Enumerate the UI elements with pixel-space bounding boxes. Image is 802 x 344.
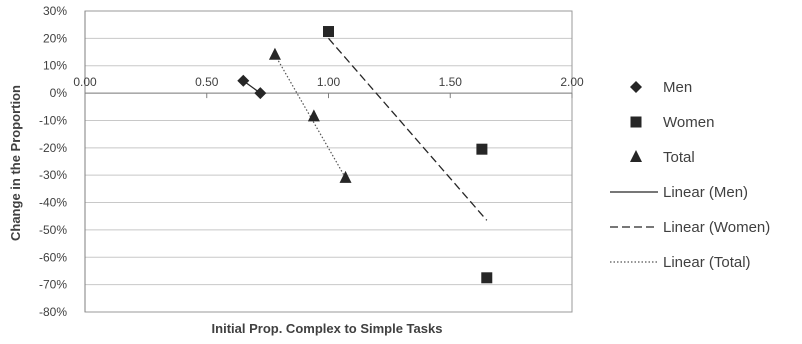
- men-point: [237, 74, 250, 87]
- legend-marker-men: [630, 81, 642, 93]
- legend-label-linear-women: Linear (Women): [663, 219, 770, 236]
- y-tick-label: 0%: [50, 86, 68, 100]
- legend-label-women: Women: [663, 114, 714, 131]
- y-tick-label: 20%: [43, 31, 67, 45]
- y-tick-label: 30%: [43, 4, 67, 18]
- y-tick-label: -70%: [39, 278, 67, 292]
- legend: Men Women Total Linear (Men) Linear (Women) L…: [610, 79, 770, 271]
- y-tick-label: -40%: [39, 196, 67, 210]
- data-points: [237, 26, 493, 284]
- x-tick-label: 1.50: [439, 75, 463, 89]
- women-point: [323, 26, 334, 38]
- x-tick-labels: 0.00 0.50 1.00 1.50 2.00: [73, 75, 584, 99]
- legend-label-linear-men: Linear (Men): [663, 184, 748, 201]
- gridlines: [85, 10, 572, 313]
- y-tick-label: -60%: [39, 250, 67, 264]
- women-point: [476, 143, 488, 155]
- total-point: [307, 109, 320, 122]
- x-tick-label: 0.50: [195, 75, 219, 89]
- legend-label-men: Men: [663, 79, 692, 96]
- legend-marker-total: [630, 150, 642, 162]
- men-point: [254, 87, 267, 100]
- legend-marker-women: [630, 116, 642, 128]
- x-tick-label: 1.00: [317, 75, 341, 89]
- x-axis-title: Initial Prop. Complex to Simple Tasks: [212, 321, 443, 336]
- y-tick-label: -30%: [39, 168, 67, 182]
- y-axis-title: Change in the Proportion: [8, 85, 23, 241]
- y-tick-label: 10%: [43, 59, 67, 73]
- y-tick-label: -20%: [39, 141, 67, 155]
- legend-label-total: Total: [663, 149, 695, 166]
- plot-area-border: [84, 10, 573, 313]
- total-point: [339, 170, 352, 183]
- legend-label-linear-total: Linear (Total): [663, 254, 751, 271]
- trendline-linear-women: [328, 37, 488, 221]
- x-tick-label: 2.00: [560, 75, 584, 89]
- y-tick-labels: 30% 20% 10% 0% -10% -20% -30% -40% -50% -60% -70% -…: [39, 4, 67, 319]
- y-tick-label: -80%: [39, 305, 67, 319]
- y-tick-label: -50%: [39, 223, 67, 237]
- women-point: [481, 272, 493, 284]
- y-tick-label: -10%: [39, 113, 67, 127]
- total-point: [268, 47, 281, 60]
- trendline-linear-total: [274, 54, 347, 179]
- x-tick-label: 0.00: [73, 75, 97, 89]
